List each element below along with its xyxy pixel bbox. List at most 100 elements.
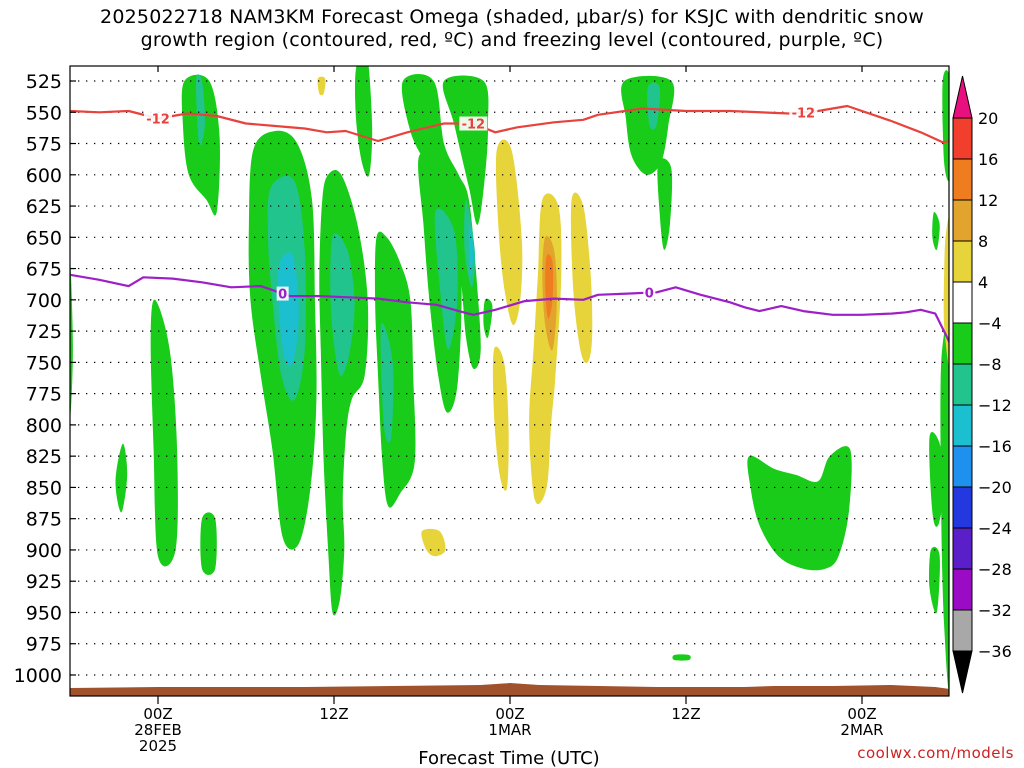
x-tick-label-2-0: 00Z	[495, 705, 524, 723]
x-tick-label-4-0: 00Z	[847, 705, 876, 723]
contour-label-0-2: -12	[792, 106, 816, 121]
y-tick-label-950: 950	[26, 602, 62, 624]
omega-region-30	[657, 158, 673, 251]
y-tick-label-625: 625	[26, 196, 62, 218]
colorbar-label-0: 20	[978, 109, 998, 128]
omega-region-35	[929, 546, 940, 614]
omega-region-21	[495, 139, 523, 326]
x-axis-label: Forecast Time (UTC)	[418, 748, 599, 768]
omega-region-19	[468, 224, 474, 276]
colorbar-label-8: −16	[978, 437, 1012, 456]
colorbar-bin-1	[952, 117, 973, 160]
colorbar-label-3: 8	[978, 232, 988, 251]
contour-label-0-1: -12	[462, 118, 486, 133]
y-tick-label-875: 875	[26, 509, 62, 531]
y-tick-label-900: 900	[26, 540, 62, 562]
omega-region-33	[932, 211, 940, 251]
colorbar-bin-8	[952, 404, 973, 447]
contour-label-bg-0-2	[789, 105, 818, 120]
y-tick-label-825: 825	[26, 446, 62, 468]
omega-region-25	[545, 254, 554, 319]
y-tick-label-750: 750	[26, 352, 62, 374]
omega-region-14	[401, 73, 481, 370]
colorbar: 20 16 12 8 4 −4 −8 −12 −16 −20 −24 −28 −32 −36	[952, 75, 1012, 694]
colorbar-label-5: −4	[978, 314, 1002, 333]
colorbar-bin-7	[952, 363, 973, 406]
omega-region-36	[940, 323, 949, 691]
y-tick-label-775: 775	[26, 384, 62, 406]
y-tick-label-600: 600	[26, 165, 62, 187]
y-tick-label-725: 725	[26, 321, 62, 343]
contour-label-bg-1-0	[276, 286, 289, 301]
omega-region-3	[200, 512, 217, 575]
omega-region-38	[943, 216, 949, 367]
colorbar-label-4: 4	[978, 273, 988, 292]
omega-region-40	[672, 654, 691, 661]
y-tick-label-550: 550	[26, 102, 62, 124]
y-tick-label-650: 650	[26, 227, 62, 249]
omega-region-26	[570, 192, 593, 364]
chart-title-line-2: growth region (contoured, red, ºC) and f…	[140, 29, 884, 51]
omega-region-32	[747, 446, 852, 571]
omega-region-8	[277, 252, 299, 367]
contour-label-1-0: 0	[278, 288, 287, 303]
colorbar-label-11: −28	[978, 560, 1012, 579]
omega-region-13	[380, 322, 394, 443]
contour-lines: -12 -12 -12 0 0	[70, 104, 949, 345]
colorbar-label-9: −20	[978, 478, 1012, 497]
y-tick-label-925: 925	[26, 571, 62, 593]
y-tick-label-675: 675	[26, 259, 62, 281]
chart-title-line-1: 2025022718 NAM3KM Forecast Omega (shaded…	[100, 6, 924, 28]
pressure-axis: 525 550 575 600 625 650 675 700 725 750 775 800 825 8…	[14, 71, 76, 687]
omega-region-17	[434, 208, 458, 350]
y-tick-label-700: 700	[26, 290, 62, 312]
colorbar-bin-2	[952, 158, 973, 201]
colorbar-bin-5	[952, 281, 973, 324]
y-tick-label-1000: 1000	[14, 665, 62, 687]
omega-region-27	[421, 528, 446, 557]
colorbar-bottom-arrow	[952, 650, 973, 694]
omega-region-15	[442, 75, 489, 225]
omega-region-2	[150, 299, 178, 567]
omega-region-34	[929, 432, 945, 527]
omega-region-28	[317, 76, 326, 96]
colorbar-bin-10	[952, 486, 973, 529]
x-tick-label-0-1: 28FEB	[134, 721, 181, 739]
colorbar-label-13: −36	[978, 642, 1012, 661]
y-tick-label-575: 575	[26, 134, 62, 156]
terrain-fill	[70, 683, 949, 696]
omega-region-29	[621, 75, 675, 175]
x-tick-label-1-0: 12Z	[319, 705, 348, 723]
x-tick-label-0-0: 00Z	[143, 705, 172, 723]
omega-region-4	[181, 74, 220, 216]
omega-region-11	[354, 66, 373, 177]
x-tick-label-4-1: 2MAR	[840, 721, 883, 739]
colorbar-label-1: 16	[978, 150, 998, 169]
contour-label-bg-1-1	[643, 285, 656, 300]
y-tick-label-850: 850	[26, 477, 62, 499]
colorbar-label-10: −24	[978, 519, 1012, 538]
x-tick-label-3-0: 12Z	[671, 705, 700, 723]
colorbar-label-12: −32	[978, 601, 1012, 620]
colorbar-bin-3	[952, 199, 973, 242]
credit-text: coolwx.com/models	[857, 744, 1014, 762]
contour-line-1	[70, 273, 949, 345]
colorbar-bin-4	[952, 240, 973, 283]
colorbar-bin-11	[952, 527, 973, 570]
y-tick-label-800: 800	[26, 415, 62, 437]
contour-label-bg-0-0	[144, 111, 172, 126]
omega-region-5	[196, 74, 205, 146]
colorbar-bin-9	[952, 445, 973, 488]
omega-region-10	[330, 233, 355, 377]
colorbar-label-2: 12	[978, 191, 998, 210]
omega-region-1	[115, 443, 128, 513]
contour-label-bg-0-1	[459, 116, 488, 131]
colorbar-label-6: −8	[978, 355, 1002, 374]
omega-region-20	[483, 298, 493, 339]
x-tick-label-2-1: 1MAR	[488, 721, 531, 739]
omega-region-22	[492, 346, 509, 491]
colorbar-top-arrow	[952, 75, 973, 119]
colorbar-bin-13	[952, 609, 973, 652]
x-tick-label-0-2: 2025	[139, 737, 177, 755]
